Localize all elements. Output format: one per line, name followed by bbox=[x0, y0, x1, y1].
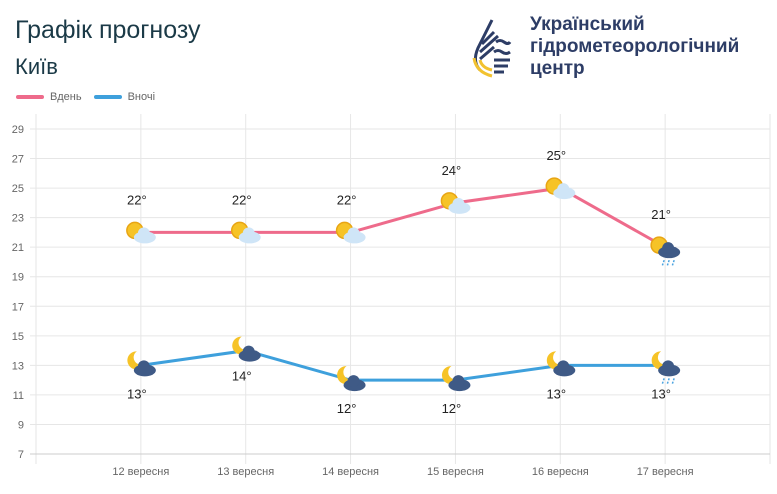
city-name: Київ bbox=[15, 54, 58, 79]
x-tick-label: 12 вересня bbox=[112, 466, 169, 478]
data-label: 22° bbox=[127, 192, 147, 207]
cloud-icon bbox=[242, 345, 255, 358]
rain-icon bbox=[671, 378, 675, 385]
x-tick-label: 13 вересня bbox=[217, 466, 274, 478]
sun-cloud-icon bbox=[545, 177, 576, 200]
legend: Вдень Вночі bbox=[16, 91, 155, 103]
data-label: 24° bbox=[442, 163, 462, 178]
y-tick-label: 29 bbox=[12, 124, 24, 136]
moon-cloud-icon bbox=[546, 351, 576, 377]
y-tick-label: 15 bbox=[12, 331, 24, 343]
cloud-icon bbox=[242, 227, 255, 240]
rain-icon bbox=[661, 259, 665, 267]
moon-cloud-icon bbox=[337, 366, 366, 392]
y-tick-label: 13 bbox=[12, 360, 24, 372]
x-tick-label: 15 вересня bbox=[427, 466, 484, 478]
legend-label-night[interactable]: Вночі bbox=[127, 91, 156, 103]
logo-text: Український гідрометеорологічний центр bbox=[530, 14, 739, 80]
y-tick-label: 23 bbox=[12, 213, 24, 225]
x-tick-label: 17 вересня bbox=[637, 466, 694, 478]
rain-icon bbox=[666, 259, 670, 267]
logo-line: Український bbox=[530, 14, 645, 35]
ukrhydromet-logo-icon bbox=[472, 19, 512, 78]
cloud-icon bbox=[662, 360, 675, 373]
data-label: 25° bbox=[546, 148, 566, 163]
cloud-icon bbox=[452, 375, 465, 388]
cloud-icon bbox=[557, 183, 570, 196]
moon-cloud-icon bbox=[441, 366, 471, 392]
data-label: 13° bbox=[546, 386, 566, 401]
rain-icon bbox=[666, 378, 670, 385]
data-label: 22° bbox=[232, 192, 252, 207]
data-label: 13° bbox=[651, 386, 671, 401]
y-tick-label: 25 bbox=[12, 183, 24, 195]
y-tick-label: 27 bbox=[12, 154, 24, 166]
y-tick-label: 19 bbox=[12, 272, 24, 284]
moon-cloud-icon bbox=[127, 351, 156, 377]
data-label: 12° bbox=[337, 401, 357, 416]
moon-cloud-icon bbox=[232, 336, 261, 362]
cloud-icon bbox=[662, 242, 675, 255]
data-label: 21° bbox=[651, 207, 671, 222]
cloud-icon bbox=[137, 360, 150, 373]
cloud-icon bbox=[137, 227, 150, 240]
legend-label-day[interactable]: Вдень bbox=[50, 91, 82, 103]
sun-cloud-icon bbox=[650, 236, 681, 267]
logo-line: центр bbox=[530, 58, 585, 79]
cloud-icon bbox=[347, 375, 360, 388]
legend-swatch-night bbox=[93, 95, 122, 99]
cloud-icon bbox=[557, 360, 570, 373]
y-tick-label: 7 bbox=[18, 449, 24, 461]
sun-cloud-icon bbox=[440, 192, 471, 214]
data-label: 22° bbox=[337, 192, 357, 207]
y-tick-label: 11 bbox=[13, 390, 24, 402]
rain-icon bbox=[671, 259, 675, 267]
data-label: 12° bbox=[442, 401, 462, 416]
series-line-day bbox=[140, 186, 666, 249]
cloud-icon bbox=[452, 197, 465, 210]
page-title: Графік прогнозу bbox=[15, 16, 201, 44]
x-tick-label: 14 вересня bbox=[322, 466, 379, 478]
moon-cloud-icon bbox=[651, 351, 681, 385]
sun-cloud-icon bbox=[230, 221, 261, 244]
series-line-night bbox=[140, 349, 666, 382]
legend-swatch-day bbox=[16, 95, 44, 99]
y-tick-label: 21 bbox=[12, 242, 24, 254]
sun-cloud-icon bbox=[335, 221, 366, 244]
y-tick-label: 9 bbox=[18, 419, 24, 431]
rain-icon bbox=[661, 378, 665, 385]
data-label: 14° bbox=[232, 369, 252, 384]
sun-cloud-icon bbox=[126, 221, 156, 244]
data-label: 13° bbox=[127, 386, 147, 401]
x-tick-label: 16 вересня bbox=[532, 466, 589, 478]
y-tick-label: 17 bbox=[12, 301, 24, 313]
cloud-icon bbox=[347, 227, 360, 240]
logo-line: гідрометеорологічний bbox=[530, 36, 740, 57]
